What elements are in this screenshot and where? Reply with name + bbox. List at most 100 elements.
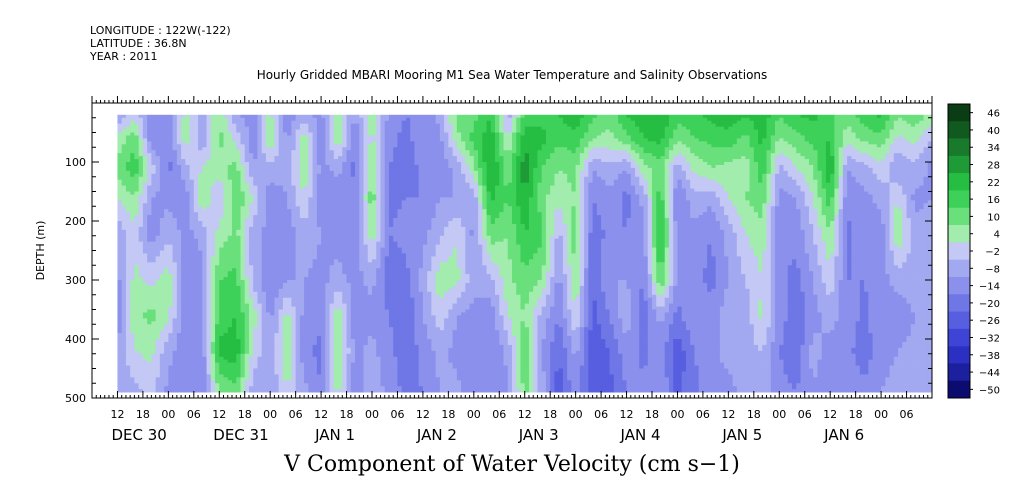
heatmap-cell (321, 129, 326, 133)
heatmap-cell (181, 226, 186, 231)
heatmap-cell (265, 309, 271, 313)
heatmap-cell (274, 362, 280, 366)
heatmap-cell (287, 268, 292, 272)
heatmap-cell (159, 282, 165, 287)
heatmap-cell (282, 141, 288, 145)
heatmap-cell (185, 129, 190, 133)
heatmap-cell (244, 150, 250, 154)
heatmap-cell (274, 333, 280, 337)
heatmap-cell (142, 259, 148, 263)
heatmap-cell (117, 141, 123, 145)
heatmap-cell (219, 120, 224, 125)
heatmap-cell (223, 294, 229, 299)
heatmap-cell (130, 150, 135, 154)
heatmap-cell (193, 336, 199, 340)
heatmap-cell (342, 117, 347, 122)
heatmap-cell (312, 339, 318, 343)
heatmap-cell (274, 265, 280, 269)
heatmap-cell (278, 300, 284, 304)
heatmap-cell (210, 197, 216, 201)
heatmap-cell (210, 291, 216, 296)
heatmap-cell (240, 250, 246, 254)
heatmap-cell (142, 282, 148, 287)
heatmap-cell (287, 324, 292, 328)
heatmap-cell (130, 223, 135, 228)
heatmap-cell (325, 167, 330, 172)
heatmap-cell (215, 203, 220, 207)
heatmap-cell (181, 339, 186, 343)
heatmap-cell (181, 176, 186, 181)
heatmap-cell (176, 226, 182, 231)
heatmap-cell (125, 138, 131, 142)
heatmap-cell (240, 162, 246, 166)
heatmap-cell (308, 321, 313, 325)
heatmap-cell (236, 350, 241, 355)
heatmap-cell (193, 389, 199, 393)
heatmap-cell (142, 170, 148, 175)
heatmap-cell (130, 353, 135, 358)
heatmap-cell (181, 250, 186, 254)
heatmap-cell (270, 129, 275, 133)
heatmap-cell (316, 321, 322, 325)
heatmap-cell (312, 153, 318, 157)
heatmap-cell (164, 209, 169, 213)
heatmap-cell (125, 167, 131, 172)
heatmap-cell (248, 209, 254, 213)
heatmap-cell (299, 350, 305, 355)
heatmap-cell (274, 203, 280, 207)
heatmap-cell (316, 221, 322, 225)
heatmap-cell (333, 389, 339, 393)
heatmap-cell (325, 336, 330, 340)
heatmap-cell (219, 229, 224, 234)
heatmap-cell (147, 300, 152, 304)
heatmap-cell (321, 309, 326, 313)
heatmap-cell (248, 306, 254, 310)
heatmap-cell (278, 150, 284, 154)
heatmap-cell (325, 126, 330, 130)
heatmap-cell (265, 176, 271, 181)
heatmap-cell (159, 179, 165, 184)
heatmap-cell (215, 244, 220, 248)
heatmap-cell (147, 147, 152, 151)
heatmap-cell (287, 327, 292, 331)
heatmap-cell (338, 188, 343, 192)
heatmap-cell (227, 315, 233, 319)
heatmap-cell (321, 347, 326, 352)
heatmap-cell (193, 138, 199, 142)
heatmap-cell (130, 188, 135, 192)
heatmap-cell (151, 341, 157, 346)
heatmap-cell (304, 321, 309, 325)
heatmap-cell (278, 380, 284, 384)
heatmap-cell (282, 282, 288, 287)
heatmap-cell (329, 262, 335, 266)
heatmap-cell (338, 368, 343, 372)
heatmap-cell (193, 277, 199, 281)
heatmap-cell (202, 262, 207, 266)
heatmap-cell (198, 291, 203, 296)
heatmap-cell (189, 359, 195, 363)
heatmap-cell (168, 285, 173, 290)
heatmap-cell (219, 191, 224, 195)
heatmap-cell (270, 265, 275, 269)
heatmap-cell (219, 182, 224, 186)
heatmap-cell (270, 206, 275, 210)
heatmap-cell (278, 265, 284, 269)
heatmap-cell (151, 297, 157, 302)
heatmap-cell (185, 200, 190, 204)
heatmap-cell (117, 262, 123, 266)
heatmap-cell (159, 330, 165, 334)
heatmap-cell (185, 277, 190, 281)
heatmap-cell (151, 138, 157, 142)
heatmap-cell (134, 132, 140, 136)
heatmap-cell (219, 262, 224, 266)
heatmap-cell (291, 253, 297, 257)
heatmap-cell (142, 235, 148, 240)
heatmap-cell (210, 206, 216, 210)
heatmap-cell (278, 221, 284, 225)
heatmap-cell (189, 147, 195, 151)
heatmap-cell (210, 333, 216, 337)
heatmap-cell (232, 188, 237, 192)
heatmap-cell (240, 129, 246, 133)
heatmap-cell (138, 321, 144, 325)
